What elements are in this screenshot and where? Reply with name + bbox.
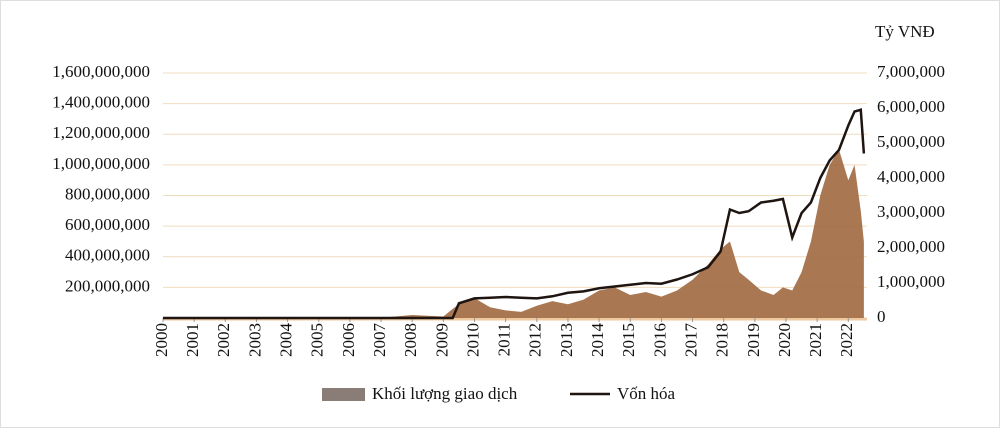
y-tick-label: 600,000,000 [65, 215, 150, 234]
x-tick-label: 2015 [619, 323, 638, 357]
y2-tick-label: 7,000,000 [877, 62, 945, 81]
x-tick-label: 2012 [526, 323, 545, 357]
x-tick-label: 2001 [183, 323, 202, 357]
x-tick-label: 2021 [806, 323, 825, 357]
y-tick-label: 200,000,000 [65, 276, 150, 295]
cap-line [163, 108, 866, 320]
y-tick-label: 400,000,000 [65, 246, 150, 265]
x-tick-label: 2000 [152, 323, 171, 357]
volume-area [163, 149, 864, 318]
x-tick-label: 2014 [588, 323, 607, 358]
y-tick-label: 1,200,000,000 [52, 123, 150, 142]
legend-swatch [322, 388, 365, 401]
x-tick-label: 2016 [650, 323, 669, 357]
y2-tick-label: 0 [877, 307, 886, 326]
y2-tick-label: 1,000,000 [877, 272, 945, 291]
y-tick-label: 1,400,000,000 [52, 93, 150, 112]
x-tick-label: 2004 [277, 323, 296, 358]
y2-axis-title: Tỷ VNĐ [875, 22, 935, 41]
x-tick-label: 2018 [713, 323, 732, 357]
x-tick-label: 2020 [775, 323, 794, 357]
y2-tick-label: 3,000,000 [877, 202, 945, 221]
legend-label: Khối lượng giao dịch [372, 384, 518, 403]
y2-tick-label: 4,000,000 [877, 167, 945, 186]
y2-tick-label: 6,000,000 [877, 97, 945, 116]
x-tick-label: 2013 [557, 323, 576, 357]
legend-label: Vốn hóa [617, 384, 676, 403]
x-tick-label: 2022 [837, 323, 856, 357]
y-tick-label: 800,000,000 [65, 184, 150, 203]
x-tick-label: 2006 [339, 323, 358, 357]
y-tick-label: 1,600,000,000 [52, 62, 150, 81]
x-tick-label: 2007 [370, 323, 389, 358]
x-tick-label: 2002 [214, 323, 233, 357]
y2-tick-label: 2,000,000 [877, 237, 945, 256]
x-tick-label: 2008 [401, 323, 420, 357]
x-tick-label: 2017 [681, 323, 700, 358]
x-tick-label: 2019 [744, 323, 763, 357]
x-tick-label: 2011 [495, 323, 514, 356]
y2-tick-label: 5,000,000 [877, 132, 945, 151]
x-tick-label: 2003 [245, 323, 264, 357]
x-tick-label: 2009 [432, 323, 451, 357]
x-tick-label: 2005 [308, 323, 327, 357]
y-tick-label: 1,000,000,000 [52, 154, 150, 173]
x-tick-label: 2010 [463, 323, 482, 357]
